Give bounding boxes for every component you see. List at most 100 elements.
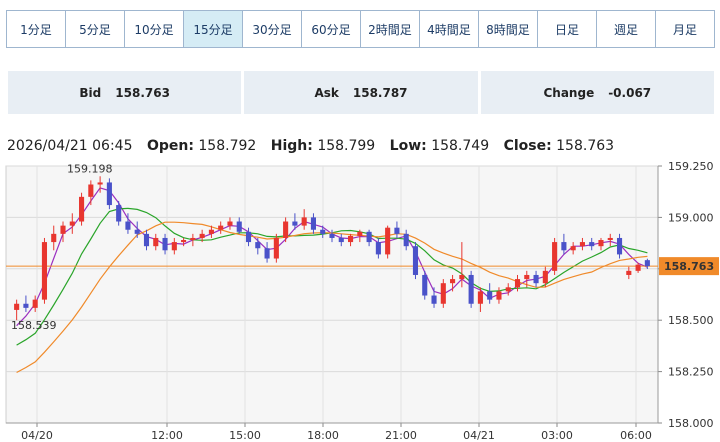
candle-body [644, 260, 650, 267]
candle-body [616, 237, 623, 255]
open-label: Open: [146, 138, 194, 154]
x-tick-label: 12:00 [151, 429, 183, 442]
tab-timeframe[interactable]: 4時間足 [420, 11, 479, 47]
close-label: Close: [503, 138, 552, 154]
candle-body [320, 229, 326, 234]
bid-label: Bid [79, 85, 102, 100]
bid-value: 158.763 [115, 85, 170, 100]
quote-bar: Bid 158.763 Ask 158.787 Change -0.067 [8, 71, 714, 114]
candle-body [440, 283, 446, 304]
candle-body [403, 233, 409, 247]
candle-body [450, 279, 456, 284]
change-value: -0.067 [608, 85, 652, 100]
x-tick-label: 06:00 [620, 429, 652, 442]
candle-body [218, 225, 224, 230]
candle-body [607, 237, 613, 241]
tab-timeframe[interactable]: 日足 [538, 11, 597, 47]
candle-body [208, 229, 214, 234]
low-value: 158.749 [431, 138, 490, 154]
tab-timeframe[interactable]: 5分足 [66, 11, 125, 47]
candle-body [552, 242, 558, 271]
candle-body [468, 274, 474, 304]
current-price-label: 158.763 [664, 260, 714, 273]
candle-body [570, 246, 576, 251]
candle-body [301, 217, 307, 226]
candle-body [338, 237, 344, 243]
current-price-badge [659, 257, 719, 276]
x-tick-label: 03:00 [541, 429, 573, 442]
candle-body [431, 295, 437, 304]
candle-body [125, 221, 131, 230]
candle-body [598, 240, 604, 247]
tab-timeframe[interactable]: 15分足 [184, 11, 243, 47]
ask-label: Ask [314, 85, 339, 100]
tab-timeframe[interactable]: 1分足 [7, 11, 66, 47]
candle-body [143, 233, 150, 247]
bid-box: Bid 158.763 [8, 71, 242, 114]
candle-body [412, 246, 419, 275]
ohlc-datetime: 2026/04/21 06:45 [7, 138, 133, 154]
price-annotation: 158.539 [11, 319, 57, 332]
y-tick-label: 158.250 [668, 366, 714, 379]
candle-body [23, 303, 29, 308]
candle-body [626, 270, 632, 275]
candle-body [14, 303, 20, 310]
candle-body [348, 235, 354, 243]
candle-body [375, 242, 381, 255]
candle-body [106, 182, 112, 206]
candle-body [227, 221, 233, 226]
candle-body [505, 287, 511, 292]
candle-body [199, 233, 205, 238]
candle-body [162, 237, 168, 251]
low-label: Low: [389, 138, 427, 154]
high-label: High: [270, 138, 313, 154]
candle-body [134, 229, 140, 234]
y-tick-label: 159.250 [668, 160, 714, 173]
x-tick-label: 18:00 [307, 429, 339, 442]
candle-body [394, 227, 400, 234]
candle-body [79, 196, 85, 222]
candle-body [153, 237, 159, 247]
candle-body [579, 242, 585, 247]
candle-body [88, 184, 94, 197]
change-label: Change [543, 85, 595, 100]
candle-body [310, 217, 316, 230]
candle-body [477, 291, 483, 304]
candle-body [51, 233, 57, 243]
tab-timeframe[interactable]: 8時間足 [479, 11, 538, 47]
y-tick-label: 159.000 [668, 211, 714, 224]
candle-body [181, 240, 187, 243]
tab-timeframe[interactable]: 月足 [672, 22, 697, 37]
x-tick-label: 15:00 [229, 429, 261, 442]
candle-body [385, 227, 391, 255]
candle-body [329, 233, 335, 238]
candle-body [41, 242, 48, 300]
candle-body [524, 274, 530, 280]
candle-body [542, 270, 548, 284]
candle-body [190, 237, 196, 241]
tab-timeframe[interactable]: 60分足 [302, 11, 361, 47]
candle-body [514, 279, 521, 288]
tab-timeframe[interactable]: 2時間足 [361, 11, 420, 47]
ask-value: 158.787 [352, 85, 408, 100]
price-axis-area [658, 166, 720, 423]
x-tick-label: 21:00 [385, 429, 417, 442]
candle-body [245, 231, 252, 243]
candle-body [533, 274, 539, 284]
tab-timeframe[interactable]: 10分足 [125, 11, 184, 47]
price-annotation: 159.198 [67, 163, 113, 176]
candle-body [487, 291, 493, 300]
x-tick-label: 04/21 [463, 429, 495, 442]
tab-timeframe[interactable]: 週足 [597, 11, 656, 47]
price-chart[interactable]: 159.250159.000158.750158.500158.250158.0… [0, 155, 720, 442]
plot-area [5, 165, 659, 424]
candle-body [236, 221, 242, 232]
candle-body [171, 242, 177, 251]
candle-body [60, 225, 66, 234]
tab-timeframe[interactable]: 30分足 [243, 11, 302, 47]
timeframe-tabs: 1分足 5分足 10分足 15分足 30分足 60分足 2時間足 4時間足 8時間足 日足 週足 月足 [6, 10, 715, 48]
ohlc-readout: 2026/04/21 06:45 Open: 158.792 High: 158… [7, 138, 614, 154]
change-box: Change -0.067 [480, 71, 714, 114]
ask-box: Ask 158.787 [244, 71, 478, 114]
candle-body [264, 248, 270, 259]
